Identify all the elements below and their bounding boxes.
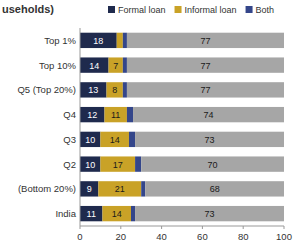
bar-segment [80,33,117,48]
bar-segment [100,132,129,147]
x-tick-label: 100 [276,231,292,242]
data-label: 70 [208,160,218,170]
bars [80,33,284,222]
data-label: 14 [112,209,122,219]
x-tick [120,226,121,229]
data-label: 12 [87,110,97,120]
data-label: 68 [210,184,220,194]
bar-segment [123,82,127,97]
bar-segment [123,33,127,48]
data-label: 11 [87,209,96,219]
x-tick [284,226,285,229]
legend-label: Both [256,5,275,15]
bar-segment [145,181,284,196]
chart: useholds) Formal loan Informal loan Both 18 7… [0,0,300,250]
legend-item: Both [246,5,275,15]
bar-segment [117,33,123,48]
data-label: 77 [200,36,210,46]
bar-segment [127,33,284,48]
legend-swatch [108,6,115,13]
bar-segment [80,156,100,171]
x-tick-label: 40 [156,231,167,242]
x-tick [80,226,81,229]
data-label: 77 [200,61,210,71]
bar-segment [133,107,284,122]
x-tick [243,226,244,229]
bar-segment [98,181,141,196]
data-label: 14 [89,61,99,71]
bar-segment [129,132,135,147]
legend-swatch [246,6,253,13]
category-label: India [55,208,76,219]
bar-segment [104,107,126,122]
bar-segment [135,206,284,221]
category-label: Top 10% [39,60,77,71]
x-tick-label: 20 [116,231,127,242]
bar-segment [127,107,133,122]
x-axis [80,226,284,227]
bar-segment [141,156,284,171]
data-labels: 1877147771387712117410147310177092168111… [85,36,219,219]
bar-segment [127,57,284,72]
bar-segment [80,132,100,147]
data-label: 10 [85,135,95,145]
legend-label: Formal loan [118,5,166,15]
bar-segment [107,82,123,97]
bar-segment [135,156,141,171]
category-label: Q2 [63,159,76,170]
bar-segment [100,156,135,171]
bar-segment [109,57,123,72]
data-label: 7 [113,61,118,71]
bar-segment [80,57,109,72]
legend-label: Informal loan [185,5,237,15]
category-label: Q5 (Top 20%) [17,84,76,95]
category-label: Q3 [63,134,76,145]
data-label: 73 [205,209,215,219]
x-tick [202,226,203,229]
bar-segment [80,206,102,221]
bar-segment [127,82,284,97]
bar-segment [102,206,131,221]
bar-segment [80,82,107,97]
category-label: (Bottom 20%) [18,183,76,194]
x-tick-label: 0 [77,231,82,242]
legend-swatch [175,6,182,13]
data-label: 18 [93,36,103,46]
data-label: 11 [111,110,120,120]
bar-segment [135,132,284,147]
category-label: Q4 [63,109,76,120]
data-label: 10 [85,160,95,170]
y-axis [80,28,81,226]
x-tick-label: 80 [238,231,249,242]
data-label: 77 [200,85,210,95]
data-label: 74 [204,110,214,120]
data-label: 17 [113,160,123,170]
data-label: 73 [205,135,215,145]
legend-item: Informal loan [175,5,237,15]
x-tick [161,226,162,229]
x-tick-label: 60 [197,231,208,242]
data-label: 8 [112,85,117,95]
bar-segment [80,181,98,196]
bar-segment [141,181,145,196]
category-label: Top 1% [44,35,76,46]
bar-segment [131,206,135,221]
bar-segment [123,57,127,72]
data-label: 9 [87,184,92,194]
title: useholds) [2,3,54,15]
data-label: 21 [115,184,125,194]
data-label: 13 [88,85,98,95]
legend-item: Formal loan [108,5,166,15]
bar-segment [80,107,104,122]
data-label: 14 [110,135,120,145]
